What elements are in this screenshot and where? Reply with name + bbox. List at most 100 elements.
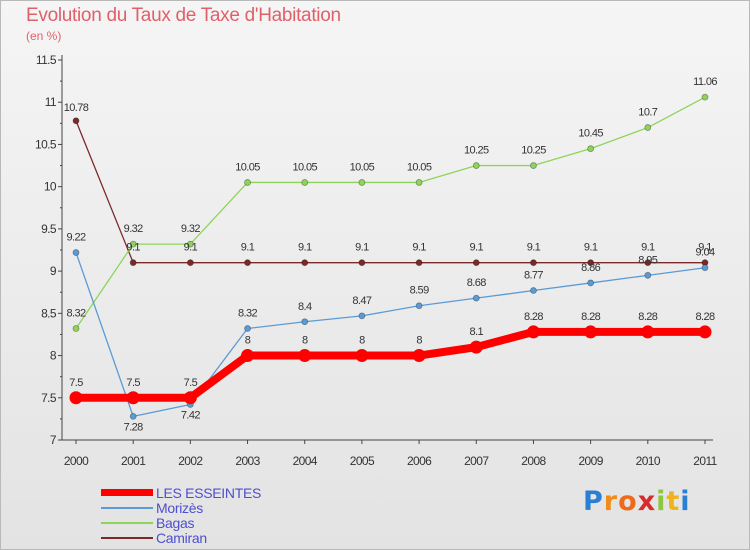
data-label: 8 xyxy=(416,335,422,347)
data-label: 8.86 xyxy=(581,262,600,274)
series-point xyxy=(530,259,537,267)
data-label: 11.06 xyxy=(693,76,717,88)
x-tick-label: 2003 xyxy=(235,454,260,468)
series-point xyxy=(72,325,80,332)
series-point xyxy=(472,162,480,169)
series-point xyxy=(644,271,652,279)
data-label: 9.1 xyxy=(698,242,712,254)
series-point xyxy=(355,349,369,363)
y-tick-label: 9.5 xyxy=(41,222,57,236)
series-line-3 xyxy=(75,120,706,264)
logo-letter: r xyxy=(603,486,619,517)
data-label: 9.32 xyxy=(181,223,200,235)
series-point xyxy=(301,179,309,186)
series-point xyxy=(358,179,366,186)
series-point xyxy=(701,264,709,272)
data-label: 8.1 xyxy=(470,326,484,338)
series-point xyxy=(129,240,137,248)
logo-letter: t xyxy=(666,486,681,517)
legend-swatch xyxy=(101,489,153,496)
data-label: 9.1 xyxy=(184,242,198,254)
data-label: 10.05 xyxy=(407,161,432,173)
data-label: 10.05 xyxy=(235,161,260,173)
data-label: 9.22 xyxy=(66,232,85,244)
legend-label: Bagas xyxy=(156,515,195,531)
proxiti-logo: Proxiti xyxy=(583,486,691,517)
series-points xyxy=(69,93,712,420)
data-label: 9.1 xyxy=(126,242,140,254)
x-tick-label: 2007 xyxy=(464,454,489,468)
data-label: 10.25 xyxy=(464,145,489,157)
y-tick-label: 9 xyxy=(50,264,57,278)
data-label: 8.32 xyxy=(238,308,257,320)
series-point xyxy=(129,259,137,267)
data-label: 9.32 xyxy=(124,223,143,235)
data-label: 8.28 xyxy=(695,311,714,323)
series-point xyxy=(698,325,712,339)
series-point xyxy=(472,294,480,302)
data-labels: 7.5 7.5 7.5 8 8 8 8 8.1 8.28 8.28 8.28 8.28 9.22 7.28… xyxy=(64,76,718,433)
y-tick-label: 10 xyxy=(44,180,57,194)
x-tick-label: 2002 xyxy=(178,454,203,468)
data-label: 9.1 xyxy=(641,242,655,254)
data-label: 9.1 xyxy=(470,242,484,254)
data-label: 8.59 xyxy=(410,285,429,297)
logo-letter: o xyxy=(618,486,638,517)
legend-swatch xyxy=(101,537,153,539)
series-point xyxy=(641,325,655,339)
series-point xyxy=(415,259,423,267)
logo-letter: i xyxy=(656,486,667,517)
series-point xyxy=(415,302,423,310)
data-label: 8.47 xyxy=(352,295,371,307)
data-label: 9.1 xyxy=(241,242,255,254)
legend-swatch xyxy=(101,507,153,509)
series-line-1 xyxy=(75,251,706,418)
y-tick-label: 7.5 xyxy=(41,391,57,405)
data-label: 10.05 xyxy=(292,161,317,173)
x-tick-label: 2011 xyxy=(693,454,717,468)
series-point xyxy=(301,259,309,267)
data-label: 9.1 xyxy=(298,242,312,254)
series-point xyxy=(358,312,366,320)
series-point xyxy=(644,124,652,131)
data-label: 8.28 xyxy=(581,311,600,323)
series-point xyxy=(530,287,537,294)
data-label: 8 xyxy=(245,335,251,347)
x-tick-label: 2001 xyxy=(121,454,146,468)
data-label: 8.4 xyxy=(298,301,312,313)
x-tick-label: 2005 xyxy=(350,454,375,468)
legend-label: Morizès xyxy=(156,500,203,516)
x-tick-label: 2008 xyxy=(521,454,546,468)
data-label: 8 xyxy=(359,335,365,347)
logo-letter: x xyxy=(637,486,657,517)
series-point xyxy=(244,179,251,186)
data-label: 10.05 xyxy=(350,161,375,173)
series-point xyxy=(584,325,598,339)
data-label: 10.45 xyxy=(578,128,603,140)
series-point xyxy=(526,325,540,339)
x-tick-label: 2010 xyxy=(636,454,661,468)
y-tick-label: 11.5 xyxy=(36,53,57,67)
logo-letter: i xyxy=(680,486,691,517)
y-tick-label: 10.5 xyxy=(35,137,57,151)
data-label: 8.28 xyxy=(524,311,543,323)
x-tick-label: 2000 xyxy=(64,454,89,468)
series-point xyxy=(186,240,194,248)
data-label: 7.5 xyxy=(184,377,198,389)
x-tick-label: 2009 xyxy=(578,454,603,468)
legend-label: Camiran xyxy=(156,530,207,546)
series-point xyxy=(129,412,137,420)
series-point xyxy=(587,259,595,267)
data-label: 9.1 xyxy=(584,242,598,254)
data-label: 9.1 xyxy=(527,242,541,254)
series-line-0 xyxy=(72,327,709,402)
series-point xyxy=(244,259,251,267)
series-point xyxy=(186,259,194,267)
series-lines xyxy=(72,96,709,418)
legend-label: LES ESSEINTES xyxy=(156,485,262,501)
y-tick-label: 7 xyxy=(50,433,57,447)
legend-swatch xyxy=(101,522,153,524)
series-point xyxy=(183,391,197,405)
data-label: 7.5 xyxy=(69,377,83,389)
